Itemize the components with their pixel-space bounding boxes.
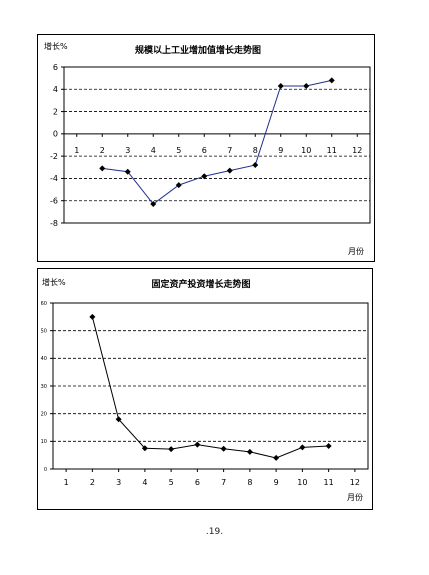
x-tick-label: 1 — [64, 478, 69, 487]
x-tick-label: 1 — [74, 146, 79, 155]
y-tick-label: -8 — [50, 219, 58, 228]
x-tick-label: 6 — [202, 146, 207, 155]
x-tick-label: 4 — [151, 146, 156, 155]
x-tick-label: 10 — [297, 478, 307, 487]
data-point-marker — [194, 441, 201, 448]
plot-frame — [63, 66, 371, 224]
data-point-marker — [325, 443, 332, 450]
y-tick-label: -6 — [50, 197, 58, 206]
x-tick-label: 7 — [221, 478, 226, 487]
x-tick-label: 10 — [301, 146, 311, 155]
y-tick-label: 6 — [53, 63, 58, 72]
data-point-marker — [99, 165, 106, 172]
y-tick-label: 4 — [53, 85, 58, 94]
x-tick-label: 2 — [90, 478, 95, 487]
y-axis-label: 增长% — [44, 41, 68, 51]
x-axis-label: 月份 — [347, 492, 363, 502]
data-point-marker — [226, 167, 233, 174]
x-tick-label: 4 — [142, 478, 147, 487]
x-tick-label: 12 — [350, 478, 360, 487]
fixed-asset-investment-chart: 固定资产投资增长走势图 增长% 月份 60 50 40 30 20 10 0 1 2 3 4 5 6 7 8 9 10… — [37, 268, 373, 510]
y-tick-label: -2 — [50, 152, 58, 161]
y-tick-label: 60 — [41, 301, 47, 307]
data-point-marker — [115, 416, 122, 423]
y-axis-label: 增长% — [42, 277, 66, 287]
data-point-marker — [141, 445, 148, 452]
data-point-marker — [273, 454, 280, 461]
chart-title: 规模以上工业增加值增长走势图 — [135, 44, 261, 56]
x-tick-label: 7 — [227, 146, 232, 155]
data-point-marker — [124, 168, 131, 175]
x-tick-label: 5 — [169, 478, 174, 487]
data-point-marker — [246, 448, 253, 455]
industrial-growth-chart: 规模以上工业增加值增长走势图 增长% 月份 6 4 2 0 -2 -4 -6 -8 1 2 3 4 5 6 7 8 9… — [37, 34, 375, 262]
data-point-marker — [303, 82, 310, 89]
y-tick-label: 10 — [41, 439, 47, 445]
data-point-marker — [89, 313, 96, 320]
x-tick-label: 3 — [125, 146, 130, 155]
y-tick-label: 2 — [53, 107, 58, 116]
data-point-marker — [201, 173, 208, 180]
data-point-marker — [220, 445, 227, 452]
x-tick-label: 5 — [176, 146, 181, 155]
y-tick-label: 0 — [44, 467, 47, 473]
data-point-marker — [175, 182, 182, 189]
y-tick-label: 20 — [41, 411, 47, 417]
x-tick-label: 11 — [324, 478, 334, 487]
x-tick-label: 8 — [247, 478, 252, 487]
y-tick-label: 0 — [53, 130, 58, 139]
x-tick-label: 3 — [116, 478, 121, 487]
data-point-marker — [299, 444, 306, 451]
data-point-marker — [328, 77, 335, 84]
x-tick-label: 12 — [352, 146, 362, 155]
y-tick-label: -4 — [50, 174, 58, 183]
x-tick-label: 6 — [195, 478, 200, 487]
y-tick-label: 50 — [41, 328, 47, 334]
data-point-marker — [277, 82, 284, 89]
page-number: .19. — [205, 527, 224, 537]
data-point-marker — [252, 162, 259, 169]
x-tick-label: 8 — [253, 146, 258, 155]
x-tick-label: 11 — [327, 146, 337, 155]
x-tick-label: 9 — [278, 146, 283, 155]
x-tick-label: 2 — [100, 146, 105, 155]
data-point-marker — [168, 446, 175, 453]
x-tick-label: 9 — [274, 478, 279, 487]
y-tick-label: 30 — [41, 384, 47, 390]
chart-title: 固定资产投资增长走势图 — [151, 278, 250, 290]
y-tick-label: 40 — [41, 356, 47, 362]
series-line — [91, 316, 329, 459]
x-axis-label: 月份 — [348, 246, 364, 256]
series-line — [102, 79, 332, 205]
data-point-marker — [150, 201, 157, 208]
